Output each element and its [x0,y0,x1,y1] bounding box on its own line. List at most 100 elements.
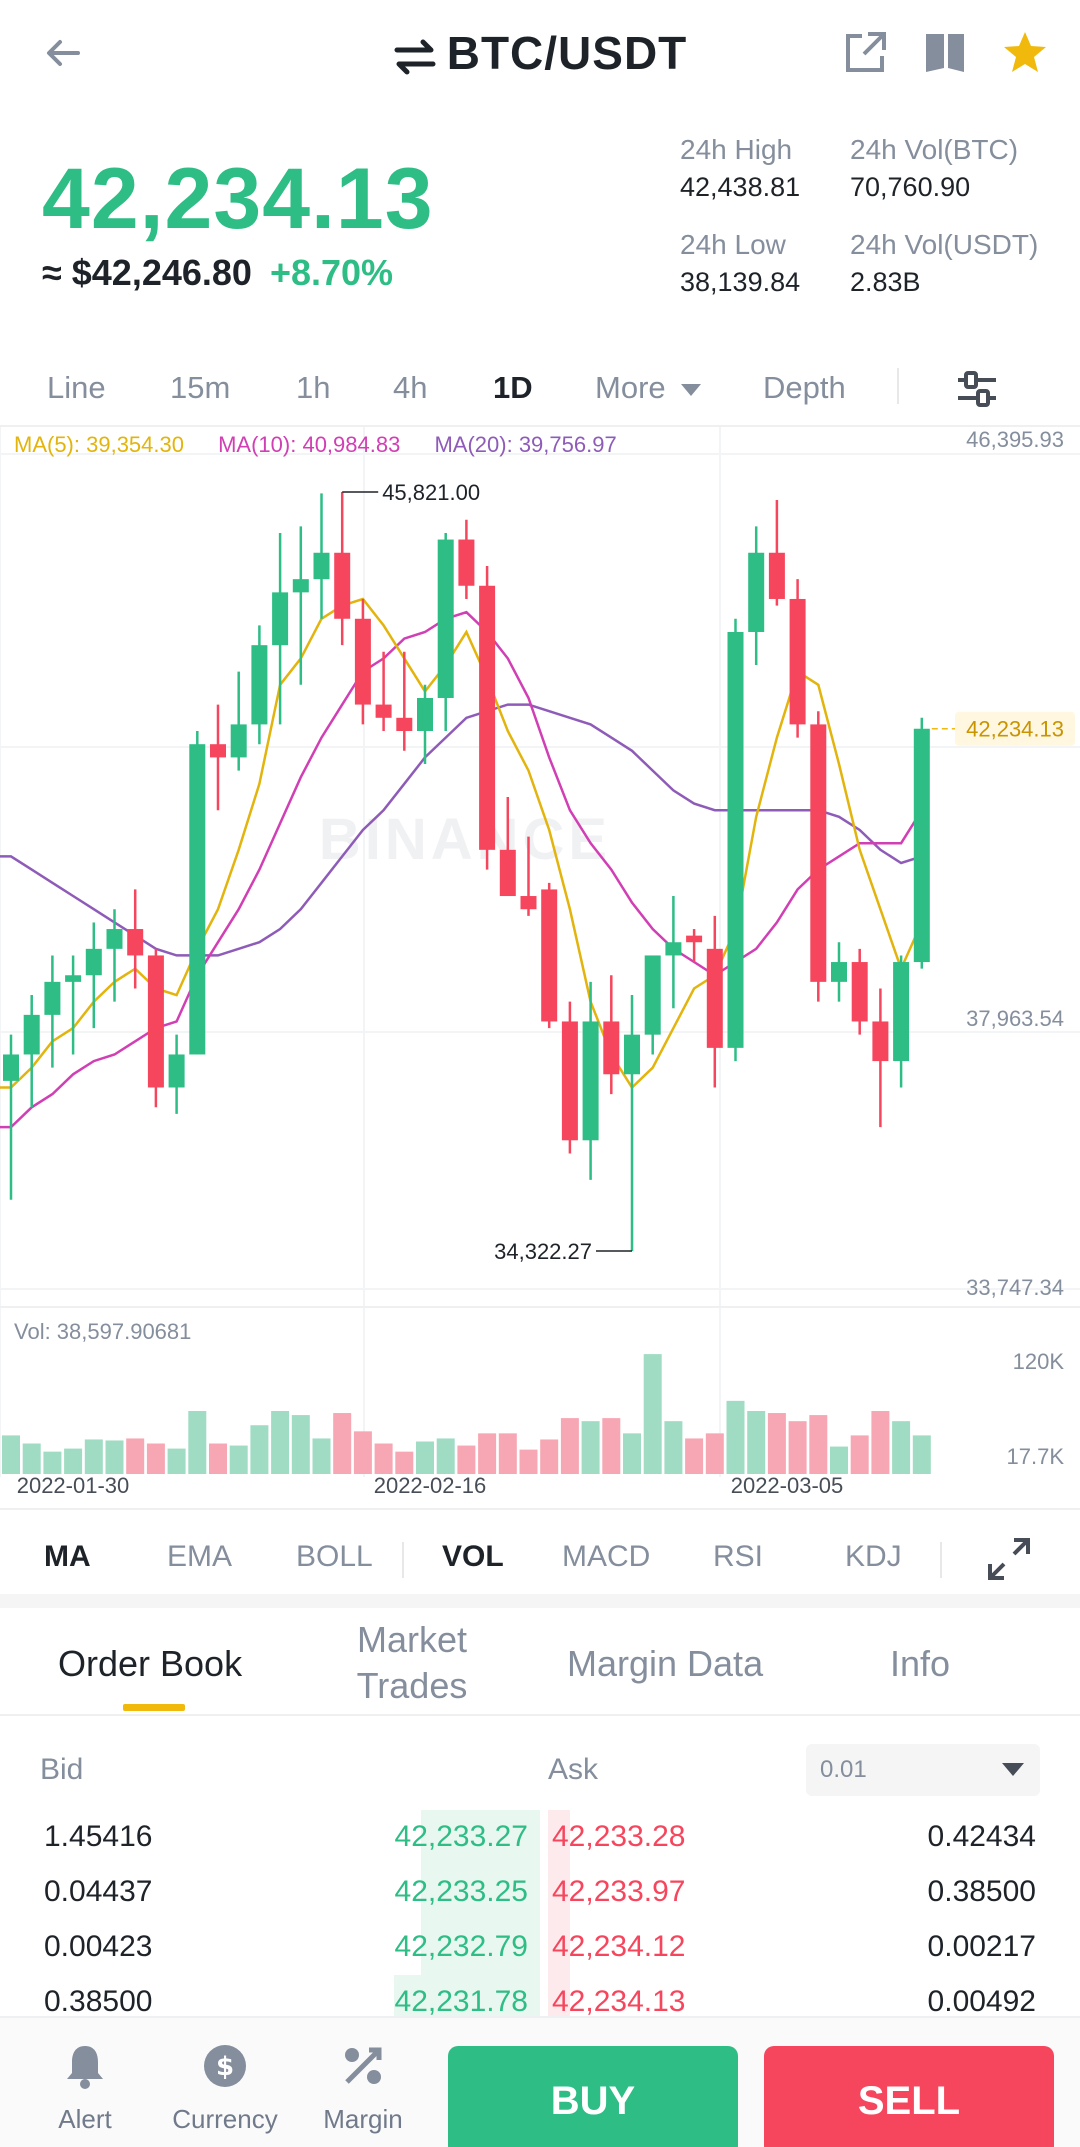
star-icon[interactable] [1000,28,1050,78]
back-arrow-icon[interactable] [38,28,88,78]
candle-body [479,585,496,850]
ask-header: Ask [548,1753,599,1786]
volume-bar [22,1443,41,1474]
pair-title[interactable]: BTC/USDT [0,26,1080,80]
candle-body [561,1021,578,1141]
candle-body [251,645,268,725]
currency-label: Currency [172,2104,278,2134]
high-marker-label: 45,821.00 [382,480,480,505]
order-book-row[interactable]: 1.45416 42,233.27 42,233.28 0.42434 [0,1810,1080,1865]
stat-vol-btc: 24h Vol(BTC) 70,760.90 [850,134,1080,203]
volume-bar [850,1435,869,1474]
tab-market-trades[interactable]: Market Trades [352,1617,472,1709]
volume-bar [767,1413,786,1474]
stat-low: 24h Low 38,139.84 [680,229,850,298]
candle-body [417,697,433,731]
ask-price: 42,234.13 [552,1985,686,2018]
bid-depth-bar [421,1810,540,1865]
fullscreen-icon[interactable] [986,1536,1032,1582]
ask-amount: 0.42434 [927,1820,1036,1853]
currency-button[interactable]: $ Currency [155,2042,295,2135]
volume-bar [560,1418,579,1474]
ask-depth-bar [548,1810,570,1865]
tab-more-label: More [595,370,666,405]
volume-bar [498,1433,517,1474]
volume-bar [84,1439,103,1474]
precision-value: 0.01 [820,1756,867,1783]
candle-body [872,1021,889,1062]
tab-info[interactable]: Info [890,1643,951,1684]
ind-separator [402,1542,404,1578]
candle-body [230,724,247,758]
candle-body [3,1054,19,1081]
candle-body [748,552,765,632]
tab-15m[interactable]: 15m [170,370,231,405]
candle-body [437,539,454,698]
candle-body [831,962,847,982]
stat-value: 2.83B [850,267,921,297]
candle-body [127,929,144,956]
tab-depth[interactable]: Depth [763,370,846,405]
ind-boll[interactable]: BOLL [296,1540,373,1573]
svg-text:$: $ [216,2052,234,2082]
bid-header: Bid [40,1753,84,1786]
tab-4h[interactable]: 4h [393,370,428,405]
tab-margin-data[interactable]: Margin Data [567,1643,764,1684]
ind-rsi[interactable]: RSI [713,1540,764,1573]
volume-bar [726,1400,745,1474]
candlestick-chart[interactable]: BINANCE45,821.0034,322.2746,395.9342,179… [0,427,1080,1507]
sell-button[interactable]: SELL [764,2046,1054,2147]
candle-body [375,704,392,718]
ind-macd[interactable]: MACD [562,1540,651,1573]
volume-bar [747,1411,766,1474]
fiat-price-row: ≈ $42,246.80 +8.70% [42,252,393,294]
stat-label: 24h High [680,134,793,165]
bid-depth-bar [394,1975,540,2020]
candle-body [665,942,682,956]
book-icon[interactable] [920,28,970,78]
precision-select[interactable]: 0.01 [806,1744,1040,1796]
x-axis-label: 2022-02-16 [374,1473,487,1498]
order-book-row[interactable]: 0.38500 42,231.78 42,234.13 0.00492 [0,1975,1080,2020]
tab-more[interactable]: More [595,370,702,406]
price-axis-label: 37,963.54 [966,1006,1064,1031]
ma10-legend: MA(10): 40,984.83 [218,432,401,457]
ind-kdj[interactable]: KDJ [845,1540,902,1573]
ind-vol[interactable]: VOL [442,1540,504,1573]
last-price: 42,234.13 [42,151,434,247]
tab-1d[interactable]: 1D [493,370,533,405]
candle-body [292,579,309,593]
bid-price: 42,232.79 [394,1930,528,1963]
divider [0,425,1080,427]
tab-line[interactable]: Line [47,370,106,405]
alert-button[interactable]: Alert [15,2042,155,2135]
candle-body [210,744,226,758]
buy-button[interactable]: BUY [448,2046,738,2147]
ind-ma[interactable]: MA [44,1540,91,1573]
active-tab-indicator [123,1704,185,1711]
candle-body [706,948,723,1048]
bid-amount: 0.00423 [44,1930,153,1963]
bid-price: 42,231.78 [394,1985,528,2018]
tab-1h[interactable]: 1h [296,370,331,405]
ind-ema[interactable]: EMA [167,1540,233,1573]
order-book-row[interactable]: 0.00423 42,232.79 42,234.12 0.00217 [0,1920,1080,1975]
volume-bar [64,1448,83,1474]
order-book-row[interactable]: 0.04437 42,233.25 42,233.97 0.38500 [0,1865,1080,1920]
share-icon[interactable] [840,28,890,78]
volume-bar [664,1421,683,1474]
chart-settings-icon[interactable] [952,364,1002,414]
tab-market-trades-line1: Market [356,1619,468,1660]
stat-vol-usdt: 24h Vol(USDT) 2.83B [850,229,1080,298]
volume-label: Vol: 38,597.90681 [14,1319,191,1344]
caret-down-icon [681,383,702,396]
bid-price: 42,233.27 [394,1820,528,1853]
volume-bar [519,1449,538,1474]
candle-body [189,744,206,1055]
tab-order-book[interactable]: Order Book [58,1643,243,1684]
candle-body [44,981,61,1015]
volume-bar [271,1411,290,1474]
price-axis-label: 46,395.93 [966,427,1064,452]
margin-button[interactable]: Margin [293,2042,433,2135]
volume-bar [374,1443,393,1474]
